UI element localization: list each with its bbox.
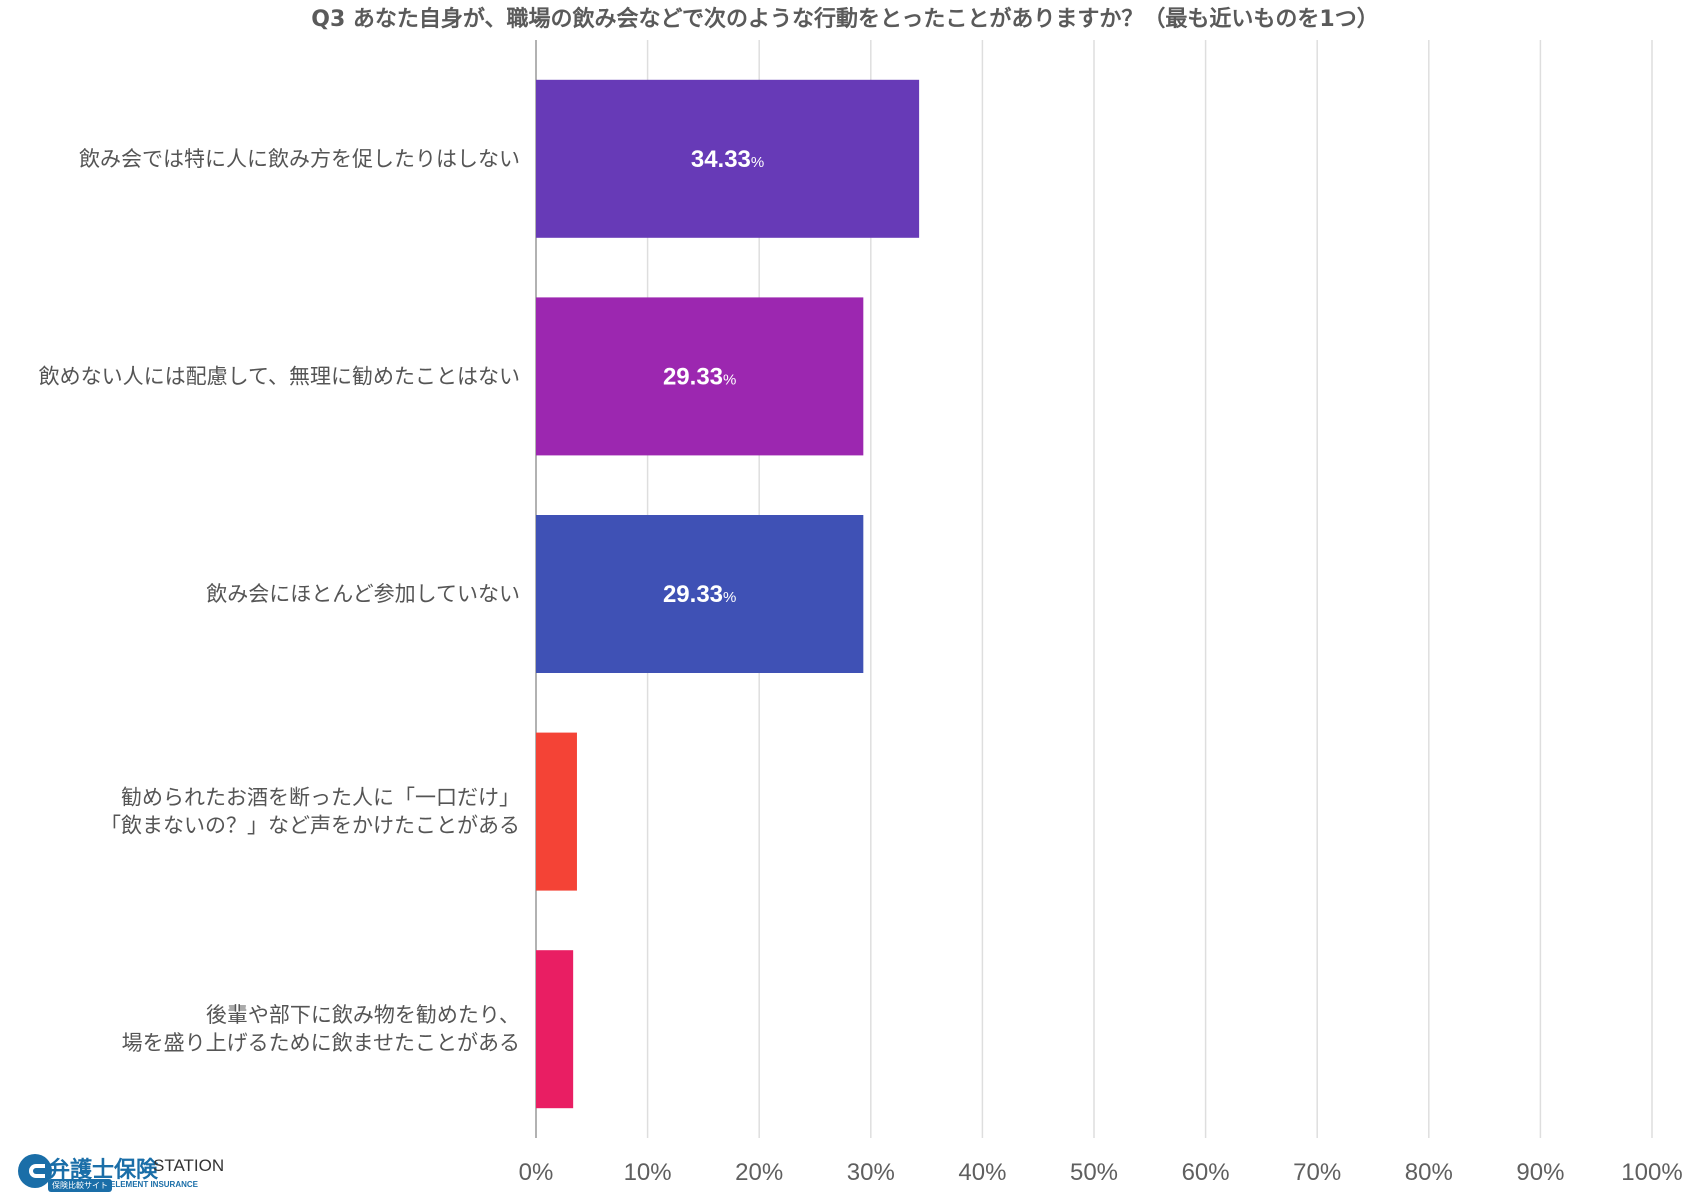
bar	[536, 297, 864, 456]
logo-main-text: 弁護士保険	[48, 1158, 159, 1183]
x-tick-label: 70%	[1293, 1159, 1341, 1186]
category-label: 飲み会にほとんど参加していない	[206, 582, 520, 606]
data-label-unit: %	[723, 371, 736, 388]
data-labels: 34.33%29.33%29.33%	[663, 146, 764, 608]
bar	[536, 950, 574, 1109]
bar	[536, 732, 577, 891]
logo-mark-icon	[18, 1154, 52, 1188]
category-label: 後輩や部下に飲み物を勧めたり、	[206, 1003, 520, 1027]
brand-logo: 弁護士保険 STATION 保険比較サイト ELEMENT INSURANCE	[18, 1152, 228, 1196]
bars	[536, 79, 920, 1109]
category-label: 飲み会では特に人に飲み方を促したりはしない	[79, 147, 520, 171]
logo-station-text: STATION	[153, 1156, 225, 1175]
category-label: 「飲まないの？」など声をかけたことがある	[100, 814, 520, 838]
logo-sub-text: ELEMENT INSURANCE	[110, 1180, 199, 1189]
x-tick-label: 50%	[1070, 1159, 1118, 1186]
category-label: 場を盛り上げるために飲ませたことがある	[122, 1031, 520, 1055]
x-tick-label: 20%	[735, 1159, 783, 1186]
x-tick-label: 0%	[519, 1159, 554, 1186]
logo-sub-badge: 保険比較サイト	[48, 1179, 112, 1192]
x-tick-label: 60%	[1182, 1159, 1230, 1186]
category-label: 飲めない人には配慮して、無理に勧めたことはない	[39, 364, 520, 388]
data-label: 34.33%	[691, 146, 764, 173]
bar	[536, 79, 920, 238]
x-tick-label: 40%	[958, 1159, 1006, 1186]
data-label: 29.33%	[663, 363, 736, 390]
data-label-value: 34.33	[691, 146, 751, 173]
category-labels: 飲み会では特に人に飲み方を促したりはしない飲めない人には配慮して、無理に勧めたこ…	[39, 147, 520, 1055]
bar	[536, 515, 864, 673]
x-tick-label: 10%	[624, 1159, 672, 1186]
data-label-unit: %	[723, 589, 736, 606]
x-tick-label: 80%	[1405, 1159, 1453, 1186]
data-label-unit: %	[751, 154, 764, 171]
chart-title: Q3 あなた自身が、職場の飲み会などで次のような行動をとったことがありますか？（…	[311, 6, 1378, 32]
x-tick-label: 100%	[1621, 1159, 1682, 1186]
data-label: 29.33%	[663, 581, 736, 608]
data-label-value: 29.33	[663, 581, 723, 608]
data-label-value: 29.33	[663, 363, 723, 390]
x-tick-label: 30%	[847, 1159, 895, 1186]
x-tick-labels: 0% 10% 20% 30% 40% 50% 60% 70% 80% 90% 100%	[519, 1159, 1683, 1186]
x-tick-label: 90%	[1516, 1159, 1564, 1186]
category-label: 勧められたお酒を断った人に「一口だけ」	[121, 786, 520, 810]
